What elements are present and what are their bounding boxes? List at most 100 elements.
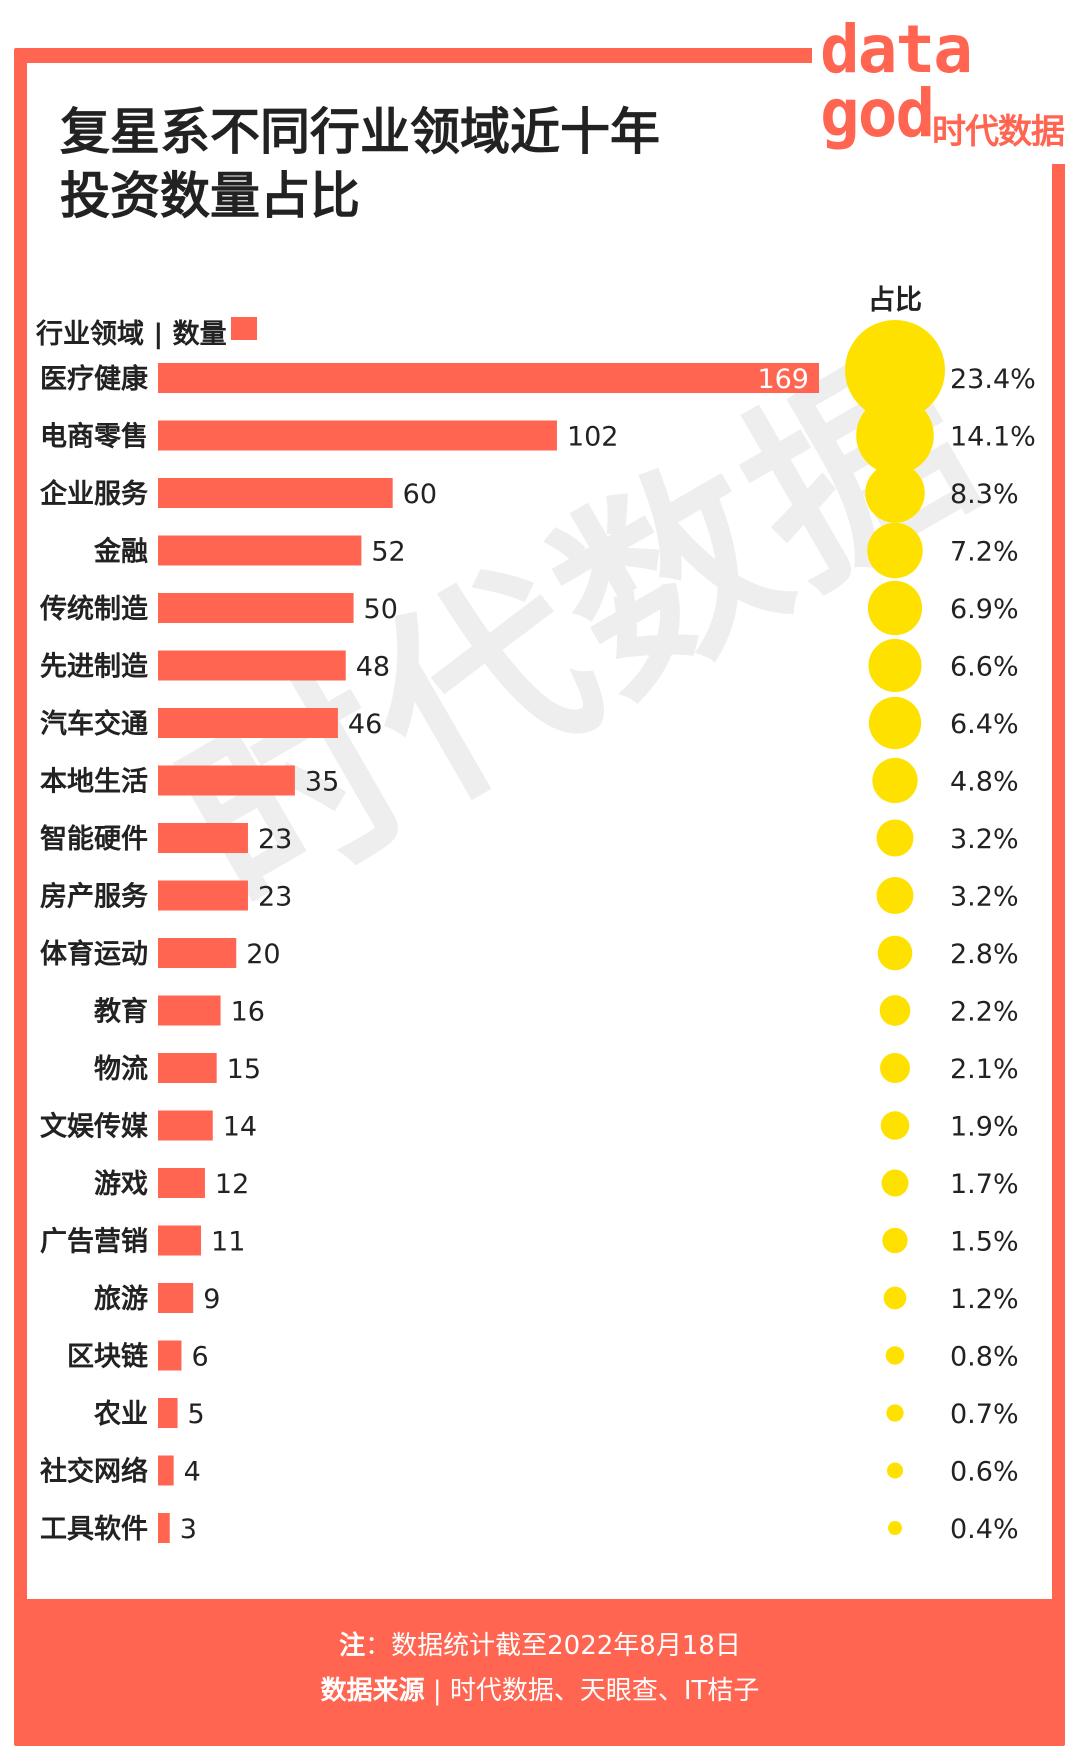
share-bubble xyxy=(881,1169,909,1197)
category-label: 体育运动 xyxy=(40,938,148,970)
share-bubble xyxy=(888,1521,902,1535)
category-label: 文娱传媒 xyxy=(40,1111,149,1143)
share-label: 3.2% xyxy=(950,824,1019,855)
logo-caption: 时代数据 xyxy=(932,112,1065,152)
value-label: 52 xyxy=(371,537,405,568)
bar-19 xyxy=(158,1398,178,1428)
value-label: 20 xyxy=(246,939,280,970)
share-bubble xyxy=(867,522,923,579)
bar-7 xyxy=(158,708,338,738)
category-label: 企业服务 xyxy=(40,478,148,510)
value-label: 102 xyxy=(567,422,619,453)
value-label: 5 xyxy=(188,1399,205,1430)
bar-8 xyxy=(158,765,295,796)
share-label: 2.2% xyxy=(950,997,1019,1028)
share-label: 8.3% xyxy=(950,479,1019,510)
note-label: 注 xyxy=(339,1631,366,1661)
share-bubble xyxy=(880,1111,910,1140)
category-label: 传统制造 xyxy=(39,593,148,625)
value-label: 35 xyxy=(305,767,339,798)
share-label: 0.4% xyxy=(950,1514,1019,1545)
value-label: 60 xyxy=(403,479,437,510)
share-bubble xyxy=(845,320,945,420)
category-label: 旅游 xyxy=(94,1283,148,1315)
bar-5 xyxy=(158,593,354,623)
value-label: 169 xyxy=(757,364,809,395)
bar-18 xyxy=(158,1340,182,1371)
share-bubble xyxy=(879,995,911,1026)
share-bubble xyxy=(883,1286,907,1310)
value-label: 16 xyxy=(231,997,265,1028)
value-label: 23 xyxy=(258,824,292,855)
category-label: 工具软件 xyxy=(40,1514,148,1545)
bar-2 xyxy=(158,420,557,451)
bar-21 xyxy=(158,1513,170,1543)
value-label: 3 xyxy=(180,1514,197,1545)
bar-13 xyxy=(158,1053,217,1083)
share-bubble xyxy=(868,638,922,693)
bar-17 xyxy=(158,1283,194,1313)
share-label: 1.7% xyxy=(950,1169,1019,1200)
logo: data god xyxy=(820,11,973,152)
logo-background xyxy=(812,14,1065,164)
category-label: 社交网络 xyxy=(40,1456,148,1488)
legend-swatch xyxy=(231,317,257,340)
chart-title: 复星系不同行业领域近十年 投资数量占比 xyxy=(60,103,660,225)
share-bubble xyxy=(872,757,918,804)
category-label: 金融 xyxy=(93,536,148,568)
value-label: 9 xyxy=(203,1284,220,1315)
share-label: 6.9% xyxy=(950,594,1019,625)
share-label: 6.6% xyxy=(950,652,1019,683)
bar-4 xyxy=(158,535,362,566)
category-label: 房产服务 xyxy=(40,882,148,913)
category-label: 智能硬件 xyxy=(40,823,148,855)
bar-20 xyxy=(158,1455,174,1486)
bar-12 xyxy=(158,995,221,1026)
legend-label: 行业领域 | 数量 xyxy=(36,319,227,350)
ratio-header: 占比 xyxy=(868,285,922,316)
share-label: 0.8% xyxy=(950,1342,1019,1373)
share-label: 14.1% xyxy=(950,422,1036,453)
share-bubble xyxy=(886,1404,904,1422)
share-label: 1.9% xyxy=(950,1112,1019,1143)
share-bubble xyxy=(856,396,934,475)
share-bubble xyxy=(865,463,925,523)
share-label: 4.8% xyxy=(950,767,1019,798)
note-text: ：数据统计截至2022年8月18日 xyxy=(365,1631,741,1661)
share-bubble xyxy=(885,1346,905,1365)
bar-6 xyxy=(158,650,346,681)
value-label: 11 xyxy=(211,1227,245,1258)
share-bubble xyxy=(886,1462,904,1479)
value-label: 46 xyxy=(348,709,382,740)
share-label: 2.8% xyxy=(950,939,1019,970)
share-bubble xyxy=(880,1053,910,1083)
bar-3 xyxy=(158,478,393,508)
category-label: 广告营销 xyxy=(40,1227,148,1258)
bar-16 xyxy=(158,1225,202,1256)
value-label: 48 xyxy=(356,652,390,683)
category-label: 教育 xyxy=(94,996,148,1028)
share-bubble xyxy=(876,819,914,857)
value-label: 12 xyxy=(215,1169,249,1200)
category-label: 先进制造 xyxy=(40,652,148,683)
value-label: 6 xyxy=(191,1342,208,1373)
share-bubble xyxy=(868,696,922,750)
bar-9 xyxy=(158,823,248,853)
share-label: 6.4% xyxy=(950,709,1019,740)
share-label: 23.4% xyxy=(950,364,1036,395)
category-label: 农业 xyxy=(93,1399,148,1430)
category-label: 区块链 xyxy=(67,1341,148,1373)
source-text: | 时代数据、天眼查、IT桔子 xyxy=(424,1676,760,1706)
share-bubble xyxy=(867,580,923,636)
share-label: 1.5% xyxy=(950,1227,1019,1258)
category-label: 汽车交通 xyxy=(40,708,148,740)
share-bubble xyxy=(876,877,914,914)
share-bubble xyxy=(882,1227,908,1254)
bar-14 xyxy=(158,1110,213,1141)
bar-11 xyxy=(158,938,237,968)
value-label: 50 xyxy=(364,594,398,625)
bar-10 xyxy=(158,880,248,911)
share-bubble xyxy=(877,935,913,971)
bar-1 xyxy=(158,363,819,393)
